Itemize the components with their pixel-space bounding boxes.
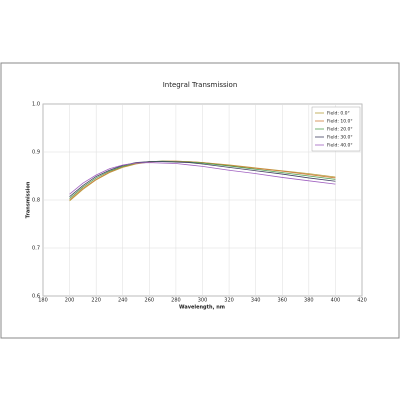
legend-label: Field: 40.0° (327, 143, 353, 149)
y-tick-label: 0.6 (32, 294, 40, 300)
x-tick-label: 240 (118, 298, 128, 304)
y-tick-label: 1.0 (32, 102, 40, 108)
chart-title: Integral Transmission (163, 81, 238, 89)
x-tick-label: 260 (145, 298, 155, 304)
y-axis-label: Transmission (26, 181, 32, 218)
x-tick-label: 280 (171, 298, 181, 304)
line (69, 161, 336, 197)
y-tick-label: 0.7 (32, 246, 40, 252)
x-axis-label: Wavelength, nm (179, 305, 225, 311)
x-tick-label: 320 (224, 298, 234, 304)
x-tick-label: 180 (38, 298, 48, 304)
x-tick-label: 200 (65, 298, 75, 304)
legend-label: Field: 30.0° (327, 135, 353, 141)
x-tick-label: 420 (357, 298, 367, 304)
x-tick-label: 360 (277, 298, 287, 304)
y-tick-label: 0.9 (32, 150, 40, 156)
x-tick-label: 340 (251, 298, 261, 304)
x-tick-label: 400 (331, 298, 341, 304)
x-tick-label: 300 (198, 298, 208, 304)
x-tick-label: 220 (91, 298, 101, 304)
y-tick-label: 0.8 (32, 198, 40, 204)
legend-label: Field: 0.0° (327, 111, 350, 117)
legend-label: Field: 10.0° (327, 119, 353, 125)
line (69, 160, 336, 199)
legend-label: Field: 20.0° (327, 127, 353, 133)
x-tick-label: 380 (304, 298, 314, 304)
line (69, 162, 336, 195)
